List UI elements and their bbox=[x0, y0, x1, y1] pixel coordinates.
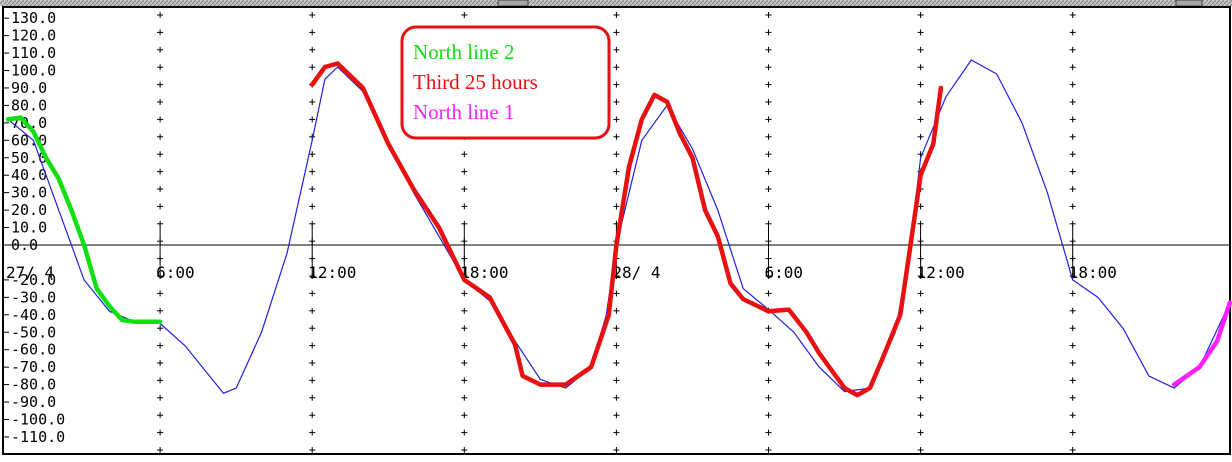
y-tick-label: -40.0 bbox=[11, 306, 56, 324]
y-tick-label: 90.0 bbox=[11, 79, 47, 97]
y-tick-label: -90.0 bbox=[11, 393, 56, 411]
y-tick-label: 40.0 bbox=[11, 166, 47, 184]
series-third-25-hours bbox=[309, 61, 944, 398]
scrollbar-thumb[interactable] bbox=[497, 0, 529, 7]
y-tick-label: 30.0 bbox=[11, 184, 47, 202]
series-north-line-1 bbox=[1171, 300, 1232, 387]
series-north-line-2 bbox=[5, 115, 163, 325]
legend-entry: North line 2 bbox=[413, 40, 514, 64]
y-tick-label: 0.0 bbox=[11, 236, 38, 254]
y-tick-label: -30.0 bbox=[11, 288, 56, 306]
y-tick-label: 100.0 bbox=[11, 62, 56, 80]
y-tick-label: -60.0 bbox=[11, 341, 56, 359]
legend: North line 2 Third 25 hours North line 1 bbox=[400, 25, 611, 140]
y-tick-label: -20.0 bbox=[11, 271, 56, 289]
y-tick-label: -80.0 bbox=[11, 376, 56, 394]
x-tick-label: 27/ 4 bbox=[6, 263, 54, 282]
x-tick-label: 12:00 bbox=[917, 263, 965, 282]
top-scrollbar[interactable] bbox=[0, 0, 1232, 6]
y-tick-label: -100.0 bbox=[11, 411, 65, 429]
series-prediction bbox=[7, 59, 1231, 394]
x-tick-label: 6:00 bbox=[765, 263, 804, 282]
y-tick-label: 120.0 bbox=[11, 27, 56, 45]
legend-entry: Third 25 hours bbox=[413, 70, 538, 94]
y-tick-label: 130.0 bbox=[11, 9, 56, 27]
legend-entry: North line 1 bbox=[413, 100, 514, 124]
y-tick-label: 10.0 bbox=[11, 219, 47, 237]
x-tick-label: 28/ 4 bbox=[612, 263, 660, 282]
legend-box bbox=[400, 25, 611, 140]
x-axis: 27/ 4 6:00 12:00 18:00 28/ 4 6:00 12:00 18:00 bbox=[6, 263, 1117, 282]
y-tick-label: -70.0 bbox=[11, 358, 56, 376]
y-tick-label: -50.0 bbox=[11, 323, 56, 341]
y-tick-label: 110.0 bbox=[11, 44, 56, 62]
x-tick-label: 12:00 bbox=[308, 263, 356, 282]
y-tick-label: 20.0 bbox=[11, 201, 47, 219]
x-tick-label: 18:00 bbox=[460, 263, 508, 282]
series-lines bbox=[5, 59, 1232, 398]
y-tick-label: 80.0 bbox=[11, 96, 47, 114]
y-tick-label: -110.0 bbox=[11, 428, 65, 446]
x-tick-label: 6:00 bbox=[156, 263, 195, 282]
x-tick-label: 18:00 bbox=[1069, 263, 1117, 282]
scrollbar-right-button[interactable] bbox=[1175, 0, 1203, 7]
y-axis: 130.0120.0110.0100.090.080.070.060.050.0… bbox=[3, 9, 65, 446]
